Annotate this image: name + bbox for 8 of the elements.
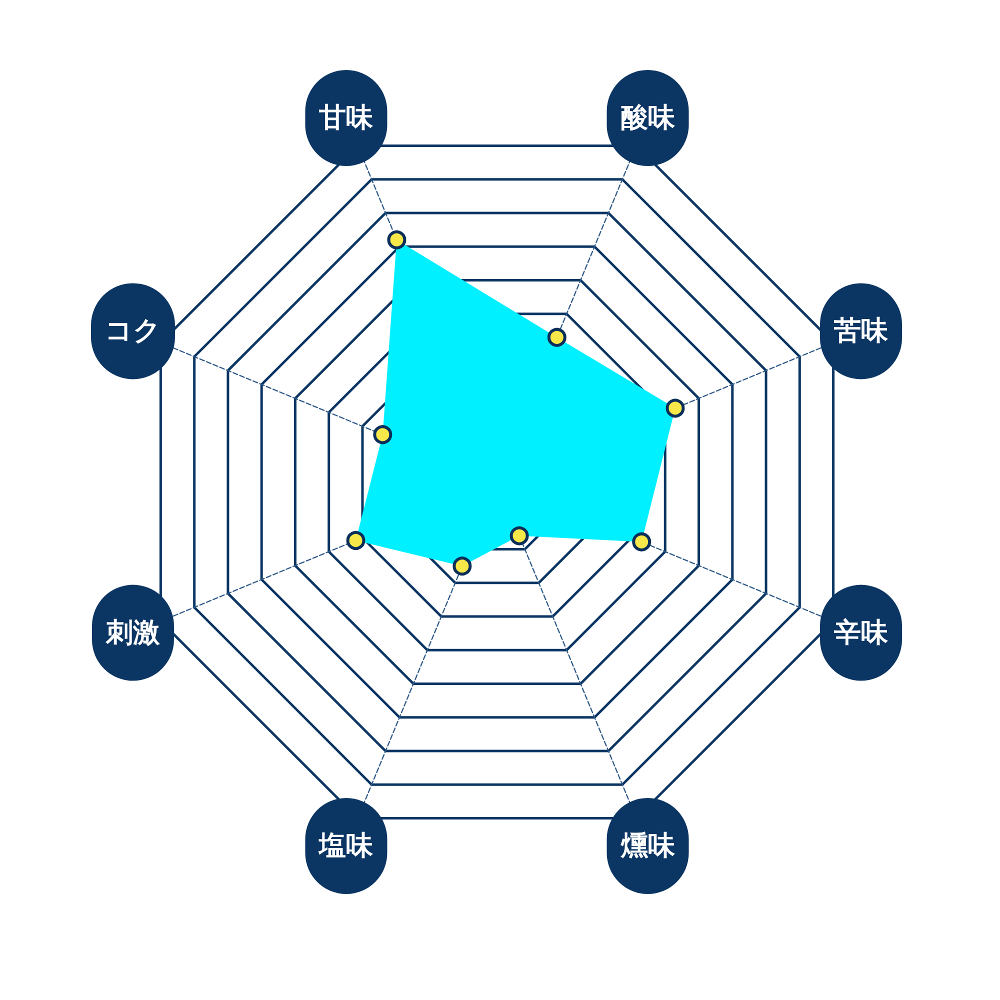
spoke-label: 塩味 <box>318 830 374 862</box>
spoke-label: 刺激 <box>104 617 161 648</box>
spoke-label: 苦味 <box>833 316 890 347</box>
spoke-label: 甘味 <box>318 102 374 134</box>
spoke-label: 辛味 <box>833 617 890 648</box>
spoke-label: コク <box>104 316 161 347</box>
spoke-label: 酸味 <box>620 102 676 134</box>
spoke-label: 燻味 <box>620 830 676 862</box>
